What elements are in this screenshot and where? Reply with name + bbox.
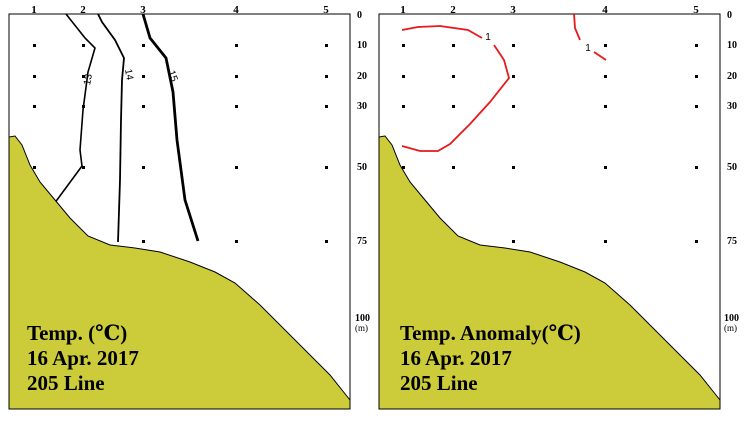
sample-point	[695, 105, 698, 108]
contour-line-anomaly-1-top	[401, 25, 483, 39]
sample-point	[402, 166, 405, 169]
sample-point	[325, 240, 328, 243]
sample-point	[512, 75, 515, 78]
sample-point	[82, 75, 85, 78]
contour-line-13	[53, 13, 96, 205]
sample-point	[235, 166, 238, 169]
panel-title: Temp. Anomaly(℃)	[400, 321, 581, 345]
depth-label-10: 10	[727, 40, 737, 51]
sample-points	[402, 44, 698, 319]
sample-point	[235, 105, 238, 108]
station-label-2: 2	[450, 4, 456, 16]
station-label-1: 1	[400, 4, 406, 16]
station-label-3: 3	[510, 4, 516, 16]
contour-line-anomaly-2	[573, 13, 581, 41]
depth-unit: (m)	[724, 323, 737, 333]
depth-label-30: 30	[727, 101, 737, 112]
sample-point	[142, 44, 145, 47]
station-label-5: 5	[693, 4, 699, 16]
depth-label-50: 50	[357, 162, 367, 173]
sample-point	[142, 105, 145, 108]
station-label-3: 3	[140, 4, 146, 16]
sample-point	[512, 166, 515, 169]
sample-point	[33, 105, 36, 108]
sample-point	[452, 75, 455, 78]
contour-line-anomaly-2-end	[593, 51, 607, 61]
sample-point	[452, 44, 455, 47]
sample-point	[695, 166, 698, 169]
sample-point	[604, 44, 607, 47]
sample-point	[33, 75, 36, 78]
sample-point	[142, 240, 145, 243]
panel-date: 16 Apr. 2017	[400, 346, 512, 370]
station-label-4: 4	[602, 4, 608, 16]
seabed	[8, 135, 351, 410]
sample-point	[325, 166, 328, 169]
sample-point	[325, 105, 328, 108]
sample-point	[142, 166, 145, 169]
station-label-1: 1	[31, 4, 37, 16]
seabed	[378, 135, 721, 410]
sample-point	[604, 240, 607, 243]
sample-point	[695, 240, 698, 243]
sample-point	[402, 75, 405, 78]
sample-point	[604, 105, 607, 108]
sample-point	[695, 44, 698, 47]
sample-point	[325, 75, 328, 78]
depth-label-0: 0	[727, 10, 732, 21]
sample-point	[235, 240, 238, 243]
contour-line-14	[97, 13, 125, 243]
depth-label-75: 75	[357, 236, 367, 247]
sample-point	[452, 105, 455, 108]
station-label-4: 4	[233, 4, 239, 16]
sample-point	[512, 105, 515, 108]
panel-title: Temp. (℃)	[27, 321, 127, 345]
panel-line: 205 Line	[400, 371, 478, 395]
sample-point	[33, 44, 36, 47]
depth-label-30: 30	[357, 101, 367, 112]
sample-point	[142, 75, 145, 78]
panel-temperature: 1 2 3 4 5 0 10 20 30 50 75 100 (m)	[8, 4, 370, 410]
contour-label-13: 13	[82, 73, 95, 86]
sample-point	[82, 166, 85, 169]
station-label-2: 2	[80, 4, 86, 16]
sample-point	[82, 44, 85, 47]
depth-label-20: 20	[357, 71, 367, 82]
sample-point	[325, 44, 328, 47]
depth-label-75: 75	[727, 236, 737, 247]
depth-label-50: 50	[727, 162, 737, 173]
sample-point	[604, 75, 607, 78]
panel-temperature-anomaly: 1 2 3 4 5 0 10 20 30 50 75 100 (m)	[378, 4, 739, 410]
station-label-5: 5	[323, 4, 329, 16]
sample-point	[452, 166, 455, 169]
depth-label-0: 0	[357, 10, 362, 21]
contour-line-15	[141, 13, 200, 242]
depth-label-100: 100	[724, 313, 739, 324]
contour-line-anomaly-1	[401, 44, 510, 152]
sample-point	[512, 240, 515, 243]
depth-label-100: 100	[355, 313, 370, 324]
sample-point	[33, 166, 36, 169]
panel-line: 205 Line	[27, 371, 105, 395]
contour-label-anomaly-2: 1	[585, 43, 591, 54]
contour-label-15: 15	[165, 69, 179, 84]
panel-date: 16 Apr. 2017	[27, 346, 139, 370]
contour-label-anomaly-1: 1	[485, 32, 491, 43]
depth-label-10: 10	[357, 40, 367, 51]
sample-point	[512, 44, 515, 47]
sample-point	[402, 44, 405, 47]
depth-label-20: 20	[727, 71, 737, 82]
sample-point	[402, 105, 405, 108]
sample-point	[235, 44, 238, 47]
sample-point	[695, 75, 698, 78]
depth-unit: (m)	[355, 323, 368, 333]
contour-label-14: 14	[122, 68, 135, 81]
sample-point	[235, 75, 238, 78]
sample-point	[604, 166, 607, 169]
